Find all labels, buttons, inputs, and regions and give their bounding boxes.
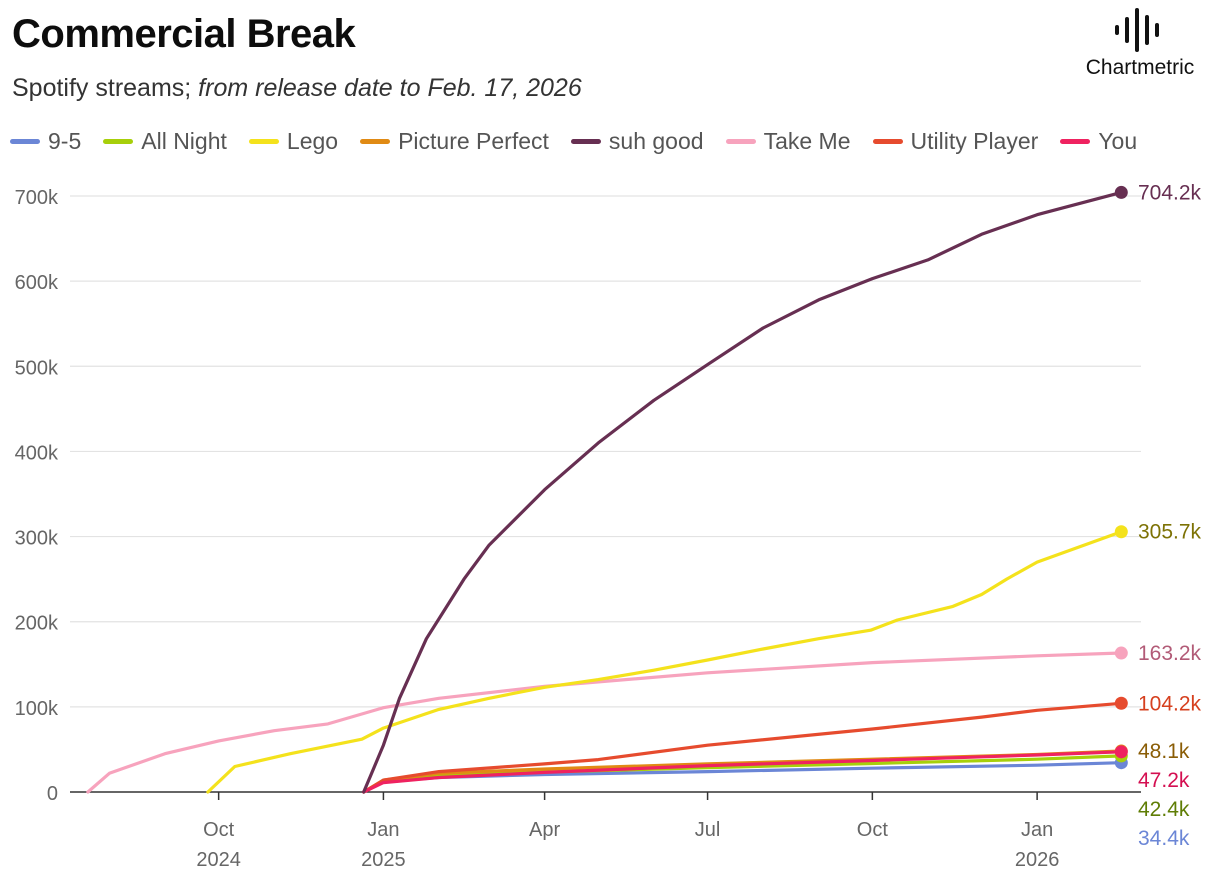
- legend-item[interactable]: suh good: [570, 128, 704, 155]
- x-tick-label: Oct: [203, 819, 235, 841]
- legend-label: All Night: [141, 128, 227, 154]
- legend-label: Utility Player: [910, 128, 1039, 154]
- x-tick-label: Oct: [857, 819, 889, 841]
- chart-subtitle: Spotify streams; from release date to Fe…: [12, 74, 582, 103]
- brand-name: Chartmetric: [1085, 56, 1195, 79]
- legend-label: Lego: [286, 128, 339, 154]
- x-tick-year-label: 2025: [361, 849, 406, 871]
- legend-label: Picture Perfect: [398, 128, 549, 154]
- legend-item[interactable]: 9-5: [10, 128, 81, 155]
- series-line-utility-player: [362, 701, 1123, 794]
- legend-swatch: [725, 139, 756, 144]
- legend-swatch: [248, 139, 279, 144]
- series-end-label: 47.2k: [1138, 769, 1190, 792]
- series-line-lego: [206, 530, 1123, 794]
- y-tick-label: 500k: [15, 357, 59, 379]
- legend-item[interactable]: Utility Player: [872, 128, 1039, 155]
- series-end-point: [1114, 525, 1128, 539]
- series-end-label: 48.1k: [1138, 740, 1190, 763]
- x-tick-year-label: 2026: [1015, 849, 1060, 871]
- subtitle-text: Spotify streams;: [12, 74, 199, 102]
- legend-label: You: [1098, 128, 1138, 154]
- chart-title: Commercial Break: [12, 12, 356, 56]
- series-end-label: 104.2k: [1138, 692, 1202, 715]
- series-end-label: 163.2k: [1138, 642, 1202, 665]
- legend-item[interactable]: All Night: [103, 128, 227, 155]
- series-end-label: 704.2k: [1138, 181, 1202, 204]
- y-tick-label: 400k: [15, 442, 59, 464]
- y-tick-label: 600k: [15, 272, 59, 294]
- legend-label: Take Me: [763, 128, 851, 154]
- legend-item[interactable]: Picture Perfect: [360, 128, 549, 155]
- y-tick-label: 100k: [15, 698, 59, 720]
- x-tick-label: Jul: [695, 819, 721, 841]
- series-line-you: [362, 750, 1123, 794]
- legend-swatch: [872, 139, 903, 144]
- legend-swatch: [103, 139, 134, 144]
- legend-swatch: [570, 139, 601, 144]
- chart-legend: 9-5 All Night Lego Picture Perfect suh good T…: [10, 128, 1137, 155]
- series-line-suh-good: [362, 190, 1123, 794]
- brand-logo: Chartmetric: [1070, 8, 1210, 80]
- sound-wave-icon: [1115, 8, 1159, 52]
- legend-swatch: [1060, 139, 1091, 144]
- legend-label: suh good: [608, 128, 704, 154]
- legend-swatch: [10, 139, 40, 144]
- y-tick-label: 0: [47, 783, 58, 805]
- series-end-label: 34.4k: [1138, 827, 1190, 850]
- x-tick-year-label: 2024: [196, 849, 241, 871]
- series-line-take-me: [86, 651, 1123, 794]
- series-end-point: [1114, 745, 1128, 759]
- legend-item[interactable]: Lego: [248, 128, 339, 155]
- x-tick-label: Apr: [529, 819, 560, 841]
- series-end-point: [1114, 696, 1128, 710]
- legend-item[interactable]: Take Me: [725, 128, 851, 155]
- legend-item[interactable]: You: [1060, 128, 1137, 155]
- y-tick-label: 700k: [15, 187, 59, 209]
- series-end-point: [1114, 646, 1128, 660]
- series-end-point: [1114, 185, 1128, 199]
- x-tick-label: Jan: [367, 819, 399, 841]
- legend-swatch: [360, 139, 391, 144]
- subtitle-date-range: from release date to Feb. 17, 2026: [198, 74, 582, 102]
- series-end-label: 42.4k: [1138, 798, 1190, 821]
- y-tick-label: 300k: [15, 528, 59, 550]
- y-tick-label: 200k: [15, 613, 59, 635]
- series-end-label: 305.7k: [1138, 521, 1202, 544]
- x-tick-label: Jan: [1021, 819, 1053, 841]
- legend-label: 9-5: [48, 128, 82, 154]
